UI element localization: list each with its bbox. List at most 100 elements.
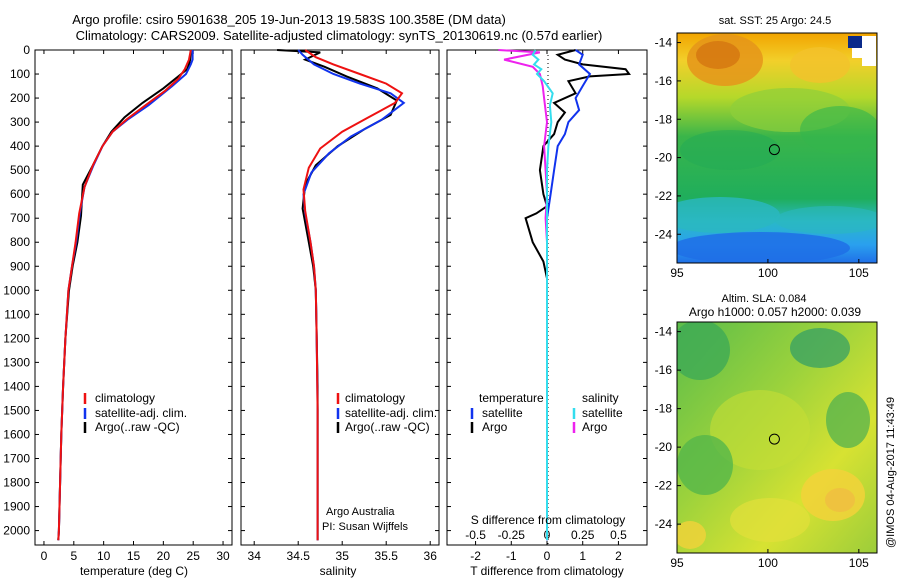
map-y-tick-label: -24 — [655, 227, 673, 241]
sla-map-subtitle: Argo h1000: 0.057 h2000: 0.039 — [689, 305, 861, 319]
map-x-tick-label: 105 — [849, 266, 869, 280]
depth-tick-label: 200 — [10, 91, 30, 105]
x-tick-label: 1 — [579, 549, 586, 563]
top-x-tick-label: -0.5 — [465, 528, 486, 542]
map-x-tick-label: 100 — [758, 266, 778, 280]
sla-map-image — [677, 322, 877, 553]
temperature-legend-argo: Argo(..raw -QC) — [95, 420, 180, 434]
x-tick-label: 5 — [70, 549, 77, 563]
temperature-x-ticks: 0 5 10 15 20 25 30 — [41, 50, 230, 563]
x-tick-label: 0 — [544, 549, 551, 563]
difference-legend: temperature salinity satellite Argo sate… — [470, 391, 623, 434]
salinity-xlabel: salinity — [320, 564, 357, 578]
map-y-tick-label: -22 — [655, 479, 673, 493]
map-y-tick-label: -16 — [655, 74, 673, 88]
top-x-tick-label: 0.5 — [610, 528, 627, 542]
map-y-tick-label: -14 — [655, 36, 673, 50]
depth-tick-label: 1100 — [4, 307, 30, 321]
salinity-legend-satellite: satellite-adj. clim. — [345, 406, 437, 420]
salinity-x-ticks: 34 34.5 35 35.5 36 — [248, 50, 438, 563]
depth-tick-label: 1300 — [3, 355, 30, 369]
depth-tick-label: 1000 — [3, 283, 30, 297]
sst-map-frame — [676, 32, 878, 264]
depth-tick-label: 800 — [10, 235, 30, 249]
depth-tick-label: 100 — [10, 67, 30, 81]
salinity-legend: climatology satellite-adj. clim. Argo(..… — [336, 391, 437, 434]
x-tick-label: 25 — [187, 549, 201, 563]
sla-map-frame — [676, 321, 878, 554]
x-tick-label: 36 — [424, 549, 438, 563]
depth-tick-label: 1700 — [3, 451, 30, 465]
map-x-tick-label: 100 — [758, 556, 778, 570]
x-tick-label: -1 — [506, 549, 517, 563]
series-argo — [277, 49, 399, 541]
top-x-tick-label: -0.25 — [498, 528, 526, 542]
depth-tick-label: 600 — [10, 187, 30, 201]
depth-tick-label: 500 — [10, 163, 30, 177]
legend-s-argo: Argo — [582, 420, 608, 434]
x-tick-label: -2 — [470, 549, 481, 563]
temperature-panel — [34, 49, 233, 546]
map-x-tick-label: 95 — [670, 556, 684, 570]
series-argo — [57, 49, 192, 541]
depth-tick-label: 400 — [10, 139, 30, 153]
salinity-lines — [277, 49, 406, 541]
x-tick-label: 35.5 — [375, 549, 399, 563]
x-tick-label: 35 — [336, 549, 350, 563]
x-tick-label: 30 — [216, 549, 230, 563]
map-y-tick-label: -20 — [655, 440, 673, 454]
map-y-tick-label: -16 — [655, 363, 673, 377]
difference-top-xlabel: S difference from climatology — [471, 513, 626, 527]
series-s-satellite — [531, 49, 554, 541]
depth-tick-label: 2000 — [3, 524, 30, 538]
imos-credit: @IMOS 04-Aug-2017 11:43:49 — [885, 397, 897, 548]
top-x-tick-label: 0.25 — [571, 528, 595, 542]
legend-temperature-title: temperature — [479, 391, 544, 405]
series-satellite-adj-clim- — [57, 50, 194, 541]
temperature-lines — [57, 49, 194, 541]
depth-axis: 0 100 200 300 400 500 600 700 800 900 1000 1100 1200… — [3, 43, 647, 538]
depth-tick-label: 1200 — [3, 331, 30, 345]
x-tick-label: 34.5 — [287, 549, 311, 563]
salinity-panel — [240, 49, 440, 546]
pi-annotation: PI: Susan Wijffels — [322, 521, 408, 533]
depth-tick-label: 300 — [10, 115, 30, 129]
sst-argo-location-marker — [768, 144, 780, 156]
series-climatology — [302, 49, 404, 541]
legend-t-satellite: satellite — [482, 406, 523, 420]
x-tick-label: 0 — [41, 549, 48, 563]
x-tick-label: 20 — [157, 549, 171, 563]
sst-map-title: sat. SST: 25 Argo: 24.5 — [719, 15, 832, 27]
title-line-1: Argo profile: csiro 5901638_205 19-Jun-2… — [72, 12, 506, 27]
salinity-legend-argo: Argo(..raw -QC) — [345, 420, 430, 434]
depth-tick-label: 1600 — [3, 427, 30, 441]
map-y-tick-label: -20 — [655, 151, 673, 165]
argo-australia-annotation: Argo Australia — [326, 506, 395, 518]
depth-tick-label: 0 — [23, 43, 30, 57]
sla-argo-location-marker — [768, 433, 780, 445]
depth-tick-label: 1900 — [3, 500, 30, 514]
legend-salinity-title: salinity — [582, 391, 619, 405]
series-t-argo — [524, 49, 631, 541]
legend-s-satellite: satellite — [582, 406, 623, 420]
series-climatology — [57, 49, 192, 541]
sst-map-ticks: 95 100 105 -14 -16 -18 -20 -22 -24 — [655, 36, 869, 280]
depth-tick-label: 1500 — [3, 403, 30, 417]
depth-tick-label: 1400 — [3, 379, 30, 393]
map-x-tick-label: 95 — [670, 266, 684, 280]
sst-map-image — [677, 33, 877, 263]
title-line-2: Climatology: CARS2009. Satellite-adjuste… — [76, 28, 603, 43]
depth-tick-label: 1800 — [3, 476, 30, 490]
sla-map-ticks: 95 100 105 -14 -16 -18 -20 -22 -24 — [655, 325, 869, 570]
temperature-legend: climatology satellite-adj. clim. Argo(..… — [83, 391, 187, 434]
salinity-legend-climatology: climatology — [345, 391, 405, 405]
legend-t-argo: Argo — [482, 420, 508, 434]
depth-tick-label: 900 — [10, 259, 30, 273]
x-tick-label: 2 — [615, 549, 622, 563]
map-y-tick-label: -18 — [655, 402, 673, 416]
depth-tick-label: 700 — [10, 211, 30, 225]
map-y-tick-label: -14 — [655, 325, 673, 339]
map-y-tick-label: -24 — [655, 517, 673, 531]
x-tick-label: 15 — [127, 549, 141, 563]
